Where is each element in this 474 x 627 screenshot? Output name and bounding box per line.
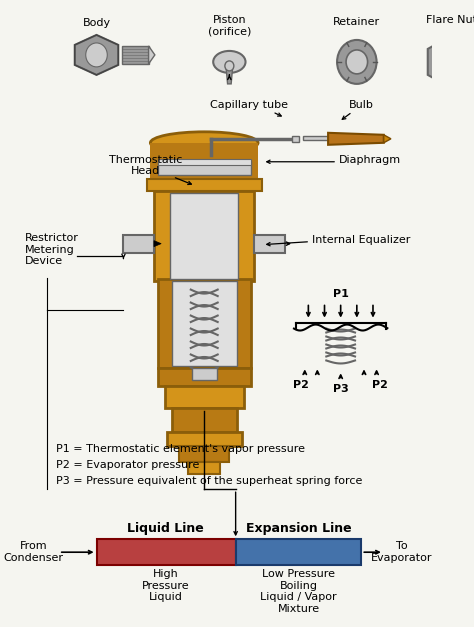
Circle shape (337, 40, 376, 84)
Bar (292, 136, 300, 142)
Text: P3: P3 (333, 384, 348, 394)
Text: P2: P2 (372, 381, 388, 391)
Text: Flare Nut: Flare Nut (426, 15, 474, 25)
Text: To
Evaporator: To Evaporator (371, 541, 432, 563)
Polygon shape (148, 46, 155, 64)
Text: P3 = Pressure equivalent of the superheat spring force: P3 = Pressure equivalent of the superhea… (56, 477, 363, 487)
Text: Retainer: Retainer (333, 17, 381, 27)
Bar (292, 307, 389, 374)
Bar (97, 539, 236, 565)
Circle shape (438, 48, 464, 76)
Bar (122, 46, 148, 64)
Text: Piston
(orifice): Piston (orifice) (208, 15, 251, 36)
Bar (191, 369, 217, 381)
Bar (172, 281, 237, 366)
Text: Thermostatic
Head: Thermostatic Head (109, 155, 182, 176)
Text: Capillary tube: Capillary tube (210, 100, 288, 110)
Text: P2: P2 (293, 381, 309, 391)
Text: Body: Body (82, 18, 110, 28)
Polygon shape (384, 135, 391, 143)
Polygon shape (154, 241, 161, 246)
Text: P2 = Evaporator pressure: P2 = Evaporator pressure (56, 460, 200, 470)
Bar (179, 446, 229, 462)
Circle shape (225, 61, 234, 71)
Bar (170, 192, 238, 278)
Bar (147, 179, 262, 191)
Bar (157, 161, 251, 175)
Bar (157, 369, 251, 386)
Text: Restrictor
Metering
Device: Restrictor Metering Device (25, 233, 79, 266)
Polygon shape (428, 36, 474, 88)
Text: Diaphragm: Diaphragm (339, 155, 401, 165)
Bar (165, 386, 244, 408)
Text: P1 = Thermostatic element's vapor pressure: P1 = Thermostatic element's vapor pressu… (56, 445, 305, 455)
Ellipse shape (150, 132, 258, 154)
Polygon shape (75, 35, 118, 75)
Text: High
Pressure
Liquid: High Pressure Liquid (142, 569, 190, 603)
Bar (188, 462, 220, 474)
Bar (157, 159, 251, 165)
Text: From
Condenser: From Condenser (4, 541, 64, 563)
Text: Low Pressure
Boiling
Liquid / Vapor
Mixture: Low Pressure Boiling Liquid / Vapor Mixt… (260, 569, 337, 614)
Bar (303, 136, 330, 140)
Text: P1: P1 (333, 288, 348, 298)
Text: Liquid Line: Liquid Line (127, 522, 204, 535)
Text: Bulb: Bulb (349, 100, 374, 110)
Text: Internal Equalizer: Internal Equalizer (312, 234, 410, 245)
Polygon shape (226, 64, 233, 84)
Circle shape (346, 50, 368, 74)
Circle shape (445, 55, 457, 69)
Bar (172, 408, 237, 433)
Bar (123, 234, 154, 253)
Text: Expansion Line: Expansion Line (246, 522, 351, 535)
Circle shape (86, 43, 107, 67)
Polygon shape (328, 133, 384, 145)
Bar (255, 234, 285, 253)
Bar (166, 433, 242, 446)
Bar (236, 539, 361, 565)
Bar (150, 143, 258, 181)
Ellipse shape (213, 51, 246, 73)
Bar (157, 278, 251, 369)
Bar (154, 191, 255, 281)
